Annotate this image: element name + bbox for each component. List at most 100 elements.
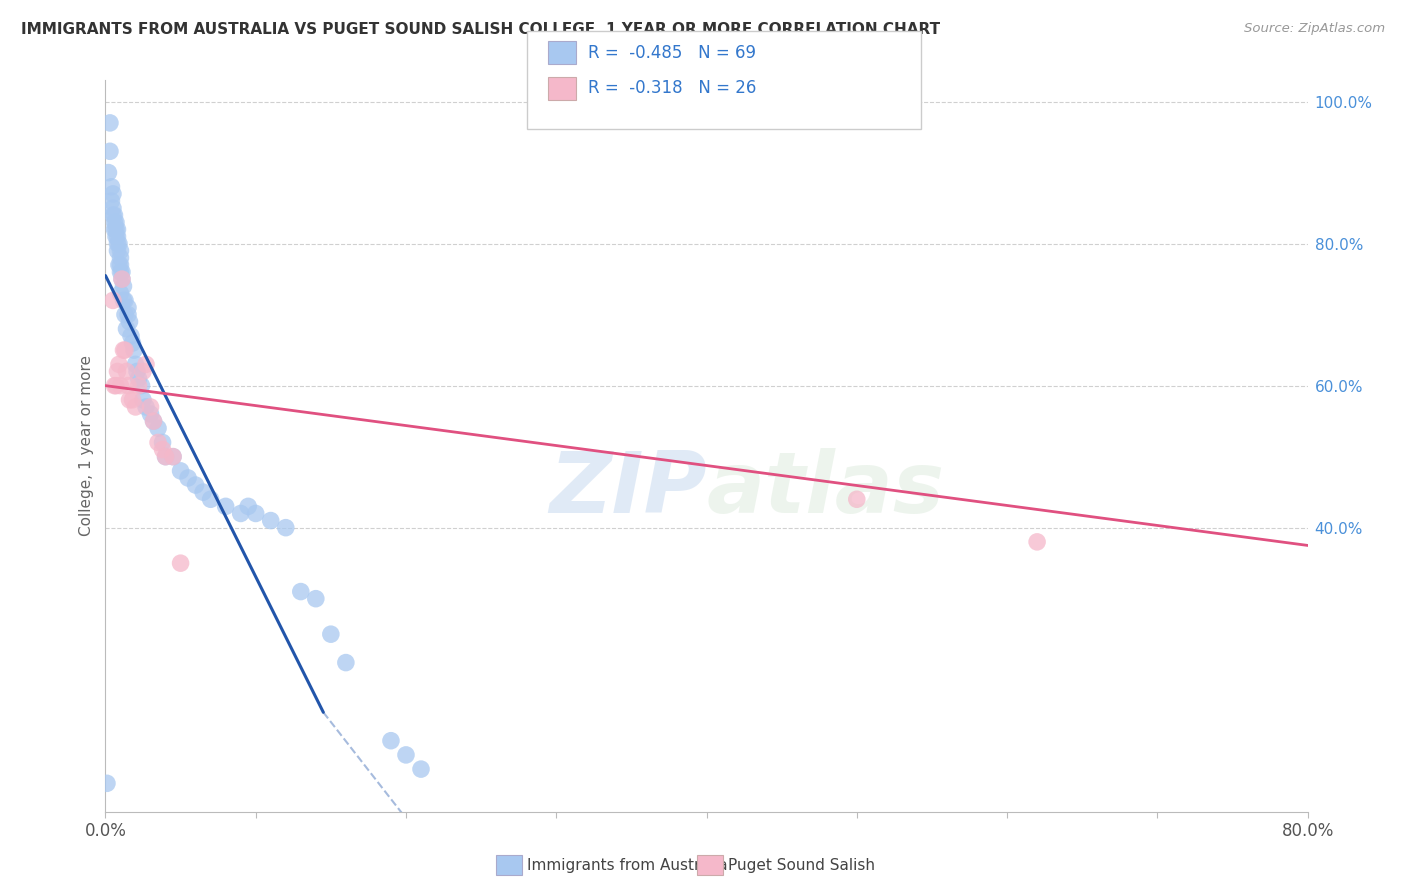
Point bbox=[177, 471, 200, 485]
Point bbox=[100, 194, 122, 208]
Point bbox=[260, 514, 283, 528]
Point bbox=[124, 357, 146, 371]
Point bbox=[128, 371, 150, 385]
Point bbox=[274, 521, 297, 535]
Point bbox=[118, 315, 141, 329]
Point bbox=[107, 244, 129, 258]
Point bbox=[110, 286, 132, 301]
Point bbox=[124, 400, 146, 414]
Point bbox=[103, 208, 125, 222]
Point bbox=[395, 747, 418, 762]
Point bbox=[139, 400, 162, 414]
Point bbox=[96, 776, 118, 790]
Point bbox=[335, 656, 357, 670]
Text: R =  -0.318   N = 26: R = -0.318 N = 26 bbox=[588, 79, 756, 97]
Point bbox=[115, 322, 138, 336]
Point bbox=[103, 378, 125, 392]
Point bbox=[104, 378, 127, 392]
Point bbox=[114, 343, 136, 358]
Point bbox=[290, 584, 312, 599]
Point bbox=[152, 442, 174, 457]
Point bbox=[169, 556, 191, 570]
Point bbox=[108, 357, 131, 371]
Text: Puget Sound Salish: Puget Sound Salish bbox=[728, 858, 876, 872]
Text: Source: ZipAtlas.com: Source: ZipAtlas.com bbox=[1244, 22, 1385, 36]
Point bbox=[104, 215, 127, 229]
Point bbox=[845, 492, 868, 507]
Point bbox=[110, 265, 132, 279]
Point bbox=[112, 279, 135, 293]
Text: R =  -0.485   N = 69: R = -0.485 N = 69 bbox=[588, 44, 755, 62]
Point bbox=[380, 733, 402, 747]
Text: ZIP: ZIP bbox=[548, 449, 707, 532]
Point bbox=[135, 400, 157, 414]
Point bbox=[97, 165, 120, 179]
Point bbox=[111, 265, 134, 279]
Point bbox=[117, 301, 139, 315]
Point bbox=[107, 236, 129, 251]
Point bbox=[1026, 534, 1049, 549]
Point bbox=[142, 414, 165, 428]
Point bbox=[155, 450, 177, 464]
Point bbox=[155, 450, 177, 464]
Point bbox=[121, 392, 143, 407]
Point bbox=[101, 208, 124, 222]
Point bbox=[108, 236, 131, 251]
Point bbox=[107, 364, 129, 378]
Point bbox=[139, 407, 162, 421]
Point bbox=[169, 464, 191, 478]
Point bbox=[319, 627, 342, 641]
Point bbox=[409, 762, 432, 776]
Point bbox=[101, 293, 124, 308]
Point bbox=[111, 272, 134, 286]
Point bbox=[132, 392, 155, 407]
Point bbox=[125, 364, 148, 378]
Point bbox=[121, 336, 143, 351]
Point bbox=[191, 485, 214, 500]
Point bbox=[112, 293, 135, 308]
Point bbox=[100, 179, 122, 194]
Point bbox=[122, 343, 145, 358]
Point bbox=[115, 364, 138, 378]
Point bbox=[104, 229, 127, 244]
Point bbox=[146, 421, 169, 435]
Point bbox=[146, 435, 169, 450]
Point bbox=[112, 343, 135, 358]
Text: IMMIGRANTS FROM AUSTRALIA VS PUGET SOUND SALISH COLLEGE, 1 YEAR OR MORE CORRELAT: IMMIGRANTS FROM AUSTRALIA VS PUGET SOUND… bbox=[21, 22, 941, 37]
Point bbox=[184, 478, 207, 492]
Point bbox=[110, 251, 132, 265]
Point bbox=[120, 329, 142, 343]
Point bbox=[238, 500, 260, 514]
Point bbox=[162, 450, 184, 464]
Point bbox=[229, 507, 252, 521]
Point bbox=[128, 378, 150, 392]
Point bbox=[118, 392, 141, 407]
Point bbox=[214, 500, 236, 514]
Text: atlas: atlas bbox=[707, 449, 945, 532]
Point bbox=[101, 201, 124, 215]
Point bbox=[117, 308, 139, 322]
Point bbox=[132, 364, 155, 378]
Point bbox=[110, 258, 132, 272]
Point bbox=[152, 435, 174, 450]
Point bbox=[162, 450, 184, 464]
Point bbox=[200, 492, 222, 507]
Point bbox=[103, 222, 125, 236]
Point bbox=[305, 591, 328, 606]
Y-axis label: College, 1 year or more: College, 1 year or more bbox=[79, 356, 94, 536]
Point bbox=[110, 244, 132, 258]
Point bbox=[111, 272, 134, 286]
Point bbox=[108, 258, 131, 272]
Point bbox=[142, 414, 165, 428]
Point bbox=[101, 186, 124, 201]
Point bbox=[107, 229, 129, 244]
Point bbox=[131, 378, 153, 392]
Point bbox=[114, 293, 136, 308]
Point bbox=[135, 357, 157, 371]
Point bbox=[117, 378, 139, 392]
Point bbox=[98, 116, 121, 130]
Text: Immigrants from Australia: Immigrants from Australia bbox=[527, 858, 728, 872]
Point bbox=[107, 222, 129, 236]
Point bbox=[245, 507, 267, 521]
Point bbox=[110, 378, 132, 392]
